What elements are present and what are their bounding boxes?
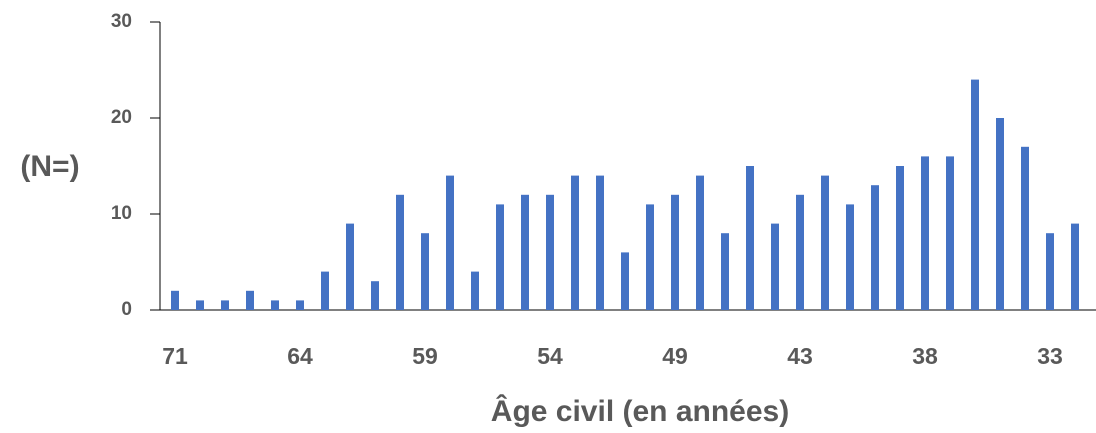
bar	[546, 194, 554, 310]
bar	[846, 204, 854, 310]
bar	[271, 300, 279, 310]
bar	[896, 166, 904, 310]
y-tick-label: 30	[111, 11, 132, 32]
bar	[821, 175, 829, 310]
y-tick-label: 0	[121, 299, 132, 320]
x-tick-label: 33	[1037, 343, 1063, 369]
x-tick-label: 43	[787, 343, 813, 369]
x-tick-label: 59	[412, 343, 438, 369]
x-tick-label: 54	[537, 343, 563, 369]
bar	[621, 252, 629, 310]
bar	[221, 300, 229, 310]
bar	[496, 204, 504, 310]
bar	[471, 271, 479, 310]
bar	[421, 233, 429, 310]
bar	[671, 194, 679, 310]
x-tick-label: 64	[287, 343, 313, 369]
x-tick-label: 71	[162, 343, 188, 369]
bar	[871, 185, 879, 310]
bar	[746, 166, 754, 310]
bar	[371, 281, 379, 310]
bar	[971, 79, 979, 310]
bar	[696, 175, 704, 310]
bar	[246, 290, 254, 310]
bar	[521, 194, 529, 310]
bar	[946, 156, 954, 310]
y-axis-label: (N=)	[20, 150, 79, 183]
x-tick-label: 49	[662, 343, 688, 369]
bar	[771, 223, 779, 310]
bar	[596, 175, 604, 310]
bar	[646, 204, 654, 310]
bar	[1071, 223, 1079, 310]
bar	[1046, 233, 1054, 310]
bar	[321, 271, 329, 310]
bar	[396, 194, 404, 310]
bar	[171, 290, 179, 310]
bar	[346, 223, 354, 310]
bar	[571, 175, 579, 310]
bar	[721, 233, 729, 310]
bar	[446, 175, 454, 310]
bar	[296, 300, 304, 310]
bar	[996, 118, 1004, 310]
y-tick-label: 20	[111, 107, 132, 128]
y-tick-label: 10	[111, 203, 132, 224]
x-axis-label: Âge civil (en années)	[491, 394, 789, 428]
bar	[921, 156, 929, 310]
bar	[796, 194, 804, 310]
bar	[196, 300, 204, 310]
bar	[1021, 146, 1029, 310]
x-tick-label: 38	[912, 343, 938, 369]
